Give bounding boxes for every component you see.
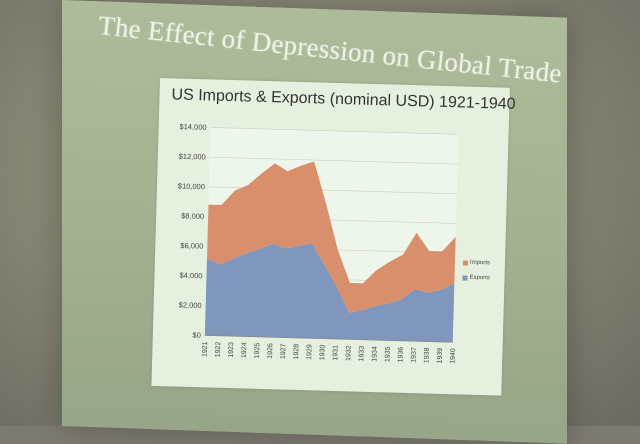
legend-label-exports: Exports xyxy=(469,274,490,282)
y-tick-label: $14,000 xyxy=(179,122,206,132)
x-tick-label: 1930 xyxy=(319,344,326,360)
x-tick-label: 1935 xyxy=(384,346,391,362)
x-tick-label: 1934 xyxy=(371,346,378,362)
x-tick-label: 1939 xyxy=(437,348,444,364)
x-tick-label: 1924 xyxy=(241,342,248,358)
x-tick-label: 1929 xyxy=(306,344,313,360)
x-tick-label: 1938 xyxy=(424,347,431,363)
x-tick-label: 1932 xyxy=(345,345,352,361)
exports-area xyxy=(204,243,455,343)
gridline xyxy=(209,156,458,165)
x-tick-label: 1936 xyxy=(397,347,404,363)
x-tick-label: 1925 xyxy=(254,343,261,359)
gridline xyxy=(210,127,459,135)
x-tick-label: 1927 xyxy=(280,343,287,359)
x-tick-label: 1940 xyxy=(450,348,457,364)
y-tick-label: $12,000 xyxy=(179,152,206,162)
legend-swatch-exports xyxy=(462,275,468,281)
x-tick-label: 1937 xyxy=(410,347,417,363)
imports-area xyxy=(206,161,456,313)
x-tick-label: 1921 xyxy=(202,341,209,357)
legend-label-imports: Imports xyxy=(469,259,491,267)
area-chart: $0 $2,000 $4,000 $6,000 $8,000 $10,000 $12,000… xyxy=(178,122,459,364)
y-tick-label: $8,000 xyxy=(181,211,204,221)
x-tick-label: 1931 xyxy=(332,345,339,361)
x-tick-label: 1928 xyxy=(293,344,300,360)
chart-panel: US Imports & Exports (nominal USD) 1921-… xyxy=(151,78,516,396)
x-axis-line xyxy=(204,335,453,343)
y-tick-label: $4,000 xyxy=(179,271,202,281)
y-tick-label: $2,000 xyxy=(179,300,202,310)
y-tick-label: $0 xyxy=(192,331,201,340)
legend-item-imports: Imports xyxy=(462,259,505,267)
x-tick-label: 1923 xyxy=(228,342,235,358)
x-tick-label: 1922 xyxy=(215,342,222,358)
legend-item-exports: Exports xyxy=(462,275,504,282)
x-tick-label: 1926 xyxy=(267,343,274,359)
y-tick-label: $10,000 xyxy=(178,181,205,191)
chart-legend: Imports Exports xyxy=(462,260,505,291)
y-tick-label: $6,000 xyxy=(180,241,203,251)
x-tick-label: 1933 xyxy=(358,346,365,362)
legend-swatch-imports xyxy=(462,260,469,266)
